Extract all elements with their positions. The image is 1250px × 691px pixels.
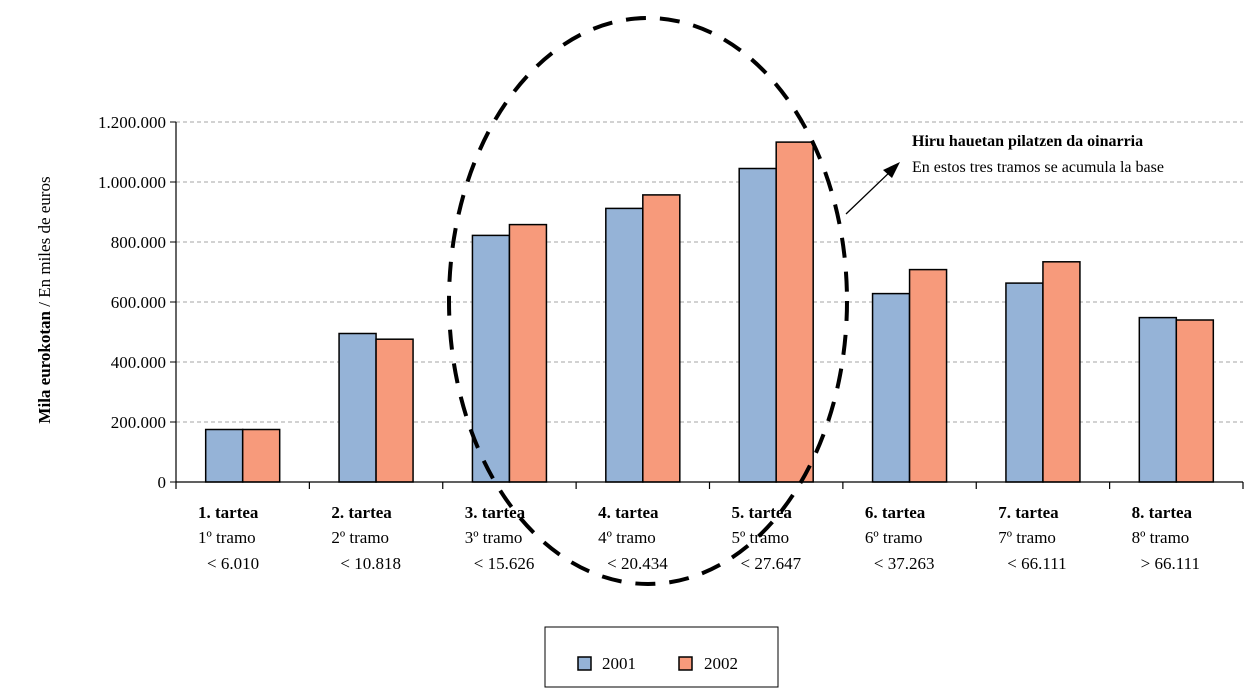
bar-2001-cat4 bbox=[605, 207, 644, 483]
x-label-tramo: 2º tramo bbox=[331, 528, 389, 547]
bar-2001-cat7 bbox=[1005, 282, 1044, 483]
legend: 2001 2002 bbox=[544, 626, 779, 688]
x-label-tramo: 1º tramo bbox=[198, 528, 256, 547]
bars bbox=[204, 141, 1215, 483]
x-axis-labels: 1. tartea 1º tramo < 6.010 2. tartea 2º tram… bbox=[198, 503, 1200, 573]
y-axis-title: Mila eurokotan / En miles de euros bbox=[35, 176, 54, 423]
bar-2002-cat1 bbox=[241, 428, 281, 483]
legend-label-2001: 2001 bbox=[602, 654, 636, 673]
x-label-name: 4. tartea bbox=[598, 503, 659, 522]
y-tick-label: 1.200.000 bbox=[98, 113, 166, 132]
x-label-name: 1. tartea bbox=[198, 503, 259, 522]
highlight-ellipse bbox=[447, 16, 849, 586]
y-axis-ticks: 0 200.000 400.000 600.000 800.000 1.000.000 1.… bbox=[98, 113, 176, 492]
annotation-arrow bbox=[845, 162, 900, 215]
bar-2002-cat4 bbox=[642, 194, 681, 483]
y-tick-label: 0 bbox=[158, 473, 167, 492]
y-tick-label: 1.000.000 bbox=[98, 173, 166, 192]
y-tick-label: 400.000 bbox=[111, 353, 166, 372]
x-label-range: < 20.434 bbox=[607, 554, 668, 573]
bar-2002-cat3 bbox=[508, 223, 548, 483]
x-label-name: 6. tartea bbox=[865, 503, 926, 522]
bar-2002-cat6 bbox=[908, 268, 948, 483]
x-label-tramo: 5º tramo bbox=[732, 528, 790, 547]
legend-swatch-2001 bbox=[577, 656, 592, 671]
x-label-range: < 27.647 bbox=[741, 554, 802, 573]
x-label-range: > 66.111 bbox=[1141, 554, 1200, 573]
x-label-range: < 6.010 bbox=[207, 554, 259, 573]
y-axis-title-rest: / En miles de euros bbox=[35, 176, 54, 311]
axes bbox=[175, 122, 1244, 489]
bar-2001-cat8 bbox=[1138, 316, 1178, 483]
annotation-subtitle: En estos tres tramos se acumula la base bbox=[912, 159, 1164, 176]
x-label-tramo: 4º tramo bbox=[598, 528, 656, 547]
bar-2001-cat2 bbox=[338, 332, 377, 483]
x-label-name: 7. tartea bbox=[998, 503, 1059, 522]
bar-2002-cat7 bbox=[1042, 261, 1081, 483]
y-axis-title-bold: Mila eurokotan bbox=[35, 310, 54, 423]
x-label-name: 8. tartea bbox=[1132, 503, 1193, 522]
y-tick-label: 200.000 bbox=[111, 413, 166, 432]
bar-2001-cat6 bbox=[871, 292, 911, 483]
x-label-range: < 10.818 bbox=[340, 554, 401, 573]
x-label-range: < 66.111 bbox=[1007, 554, 1066, 573]
y-tick-label: 600.000 bbox=[111, 293, 166, 312]
bar-2001-cat1 bbox=[204, 428, 244, 483]
bar-2001-cat5 bbox=[738, 167, 777, 483]
annotation-title: Hiru hauetan pilatzen da oinarria bbox=[912, 133, 1143, 150]
x-label-range: < 15.626 bbox=[474, 554, 535, 573]
y-tick-label: 800.000 bbox=[111, 233, 166, 252]
legend-swatch-2002 bbox=[678, 656, 693, 671]
bar-2002-cat5 bbox=[775, 141, 814, 483]
legend-label-2002: 2002 bbox=[704, 654, 738, 673]
x-label-name: 2. tartea bbox=[331, 503, 392, 522]
x-label-tramo: 3º tramo bbox=[465, 528, 523, 547]
x-label-range: < 37.263 bbox=[874, 554, 935, 573]
x-label-tramo: 8º tramo bbox=[1132, 528, 1190, 547]
bar-2002-cat8 bbox=[1175, 319, 1215, 483]
x-label-name: 3. tartea bbox=[465, 503, 526, 522]
x-label-tramo: 7º tramo bbox=[998, 528, 1056, 547]
bar-2002-cat2 bbox=[375, 338, 414, 483]
x-label-tramo: 6º tramo bbox=[865, 528, 923, 547]
x-label-name: 5. tartea bbox=[732, 503, 793, 522]
